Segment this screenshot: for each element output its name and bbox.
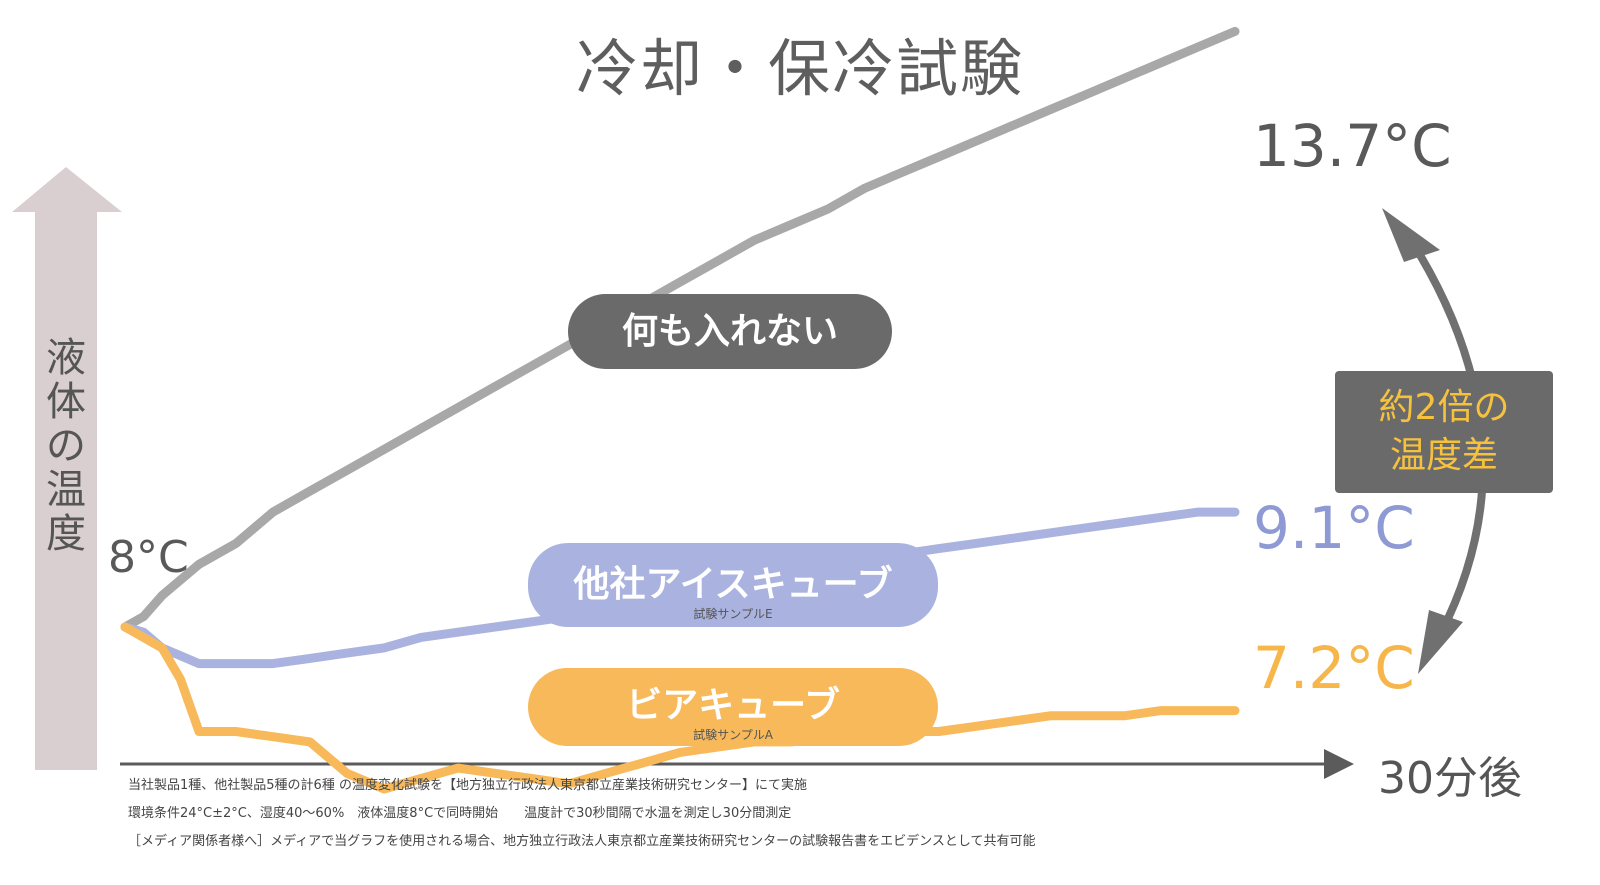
difference-arrow-head-bottom [1418, 610, 1463, 674]
legend-no-ice-label: 何も入れない [621, 311, 838, 352]
series-line-beer-cube [120, 622, 1240, 794]
difference-arrow-head-top [1382, 208, 1440, 262]
footnotes: 当社製品1種、他社製品5種の計6種 の温度変化試験を【地方独立行政法人東京都立産… [128, 772, 1036, 856]
footnote-line: 環境条件24°C±2°C、湿度40〜60% 液体温度8°Cで同時開始 温度計で3… [128, 806, 792, 821]
y-axis-label-char: 液 [46, 335, 86, 381]
start-temperature-label: 8°C [108, 532, 189, 583]
legend-beer-cube-label: ビアキューブ [626, 685, 840, 726]
footnote-line: ［メディア関係者様へ］メディアで当グラフを使用される場合、地方独立行政法人東京都… [128, 834, 1036, 849]
y-axis-label-char: 体 [46, 379, 86, 425]
legend-other-ice-label: 他社アイスキューブ [573, 564, 893, 605]
legend-beer-cube-sample: 試験サンプルA [693, 728, 773, 742]
difference-line-1: 約2倍の [1378, 387, 1510, 428]
series-line-no-ice [120, 26, 1240, 632]
y-axis-label-char: 温 [46, 467, 86, 513]
x-axis-end-label: 30分後 [1378, 753, 1522, 804]
legend-pill-no-ice: 何も入れない [568, 294, 892, 369]
end-label-beer-cube: 7.2°C [1253, 634, 1415, 702]
chart-title: 冷却・保冷試験 [575, 32, 1024, 105]
difference-badge: 約2倍の 温度差 [1335, 371, 1553, 493]
y-axis-label-char: の [46, 423, 86, 469]
legend-other-ice-sample: 試験サンプルE [693, 607, 773, 621]
y-axis-label-char: 度 [46, 511, 86, 557]
y-axis-arrow [12, 167, 122, 770]
footnote-line: 当社製品1種、他社製品5種の計6種 の温度変化試験を【地方独立行政法人東京都立産… [128, 778, 807, 793]
y-axis-label: 液 体 の 温 度 [44, 336, 88, 556]
end-label-no-ice: 13.7°C [1253, 112, 1452, 180]
legend-pill-beer-cube: ビアキューブ 試験サンプルA [528, 668, 938, 746]
legend-pill-other-ice: 他社アイスキューブ 試験サンプルE [528, 543, 938, 627]
end-label-other-ice: 9.1°C [1253, 494, 1415, 562]
difference-line-2: 温度差 [1389, 435, 1498, 476]
